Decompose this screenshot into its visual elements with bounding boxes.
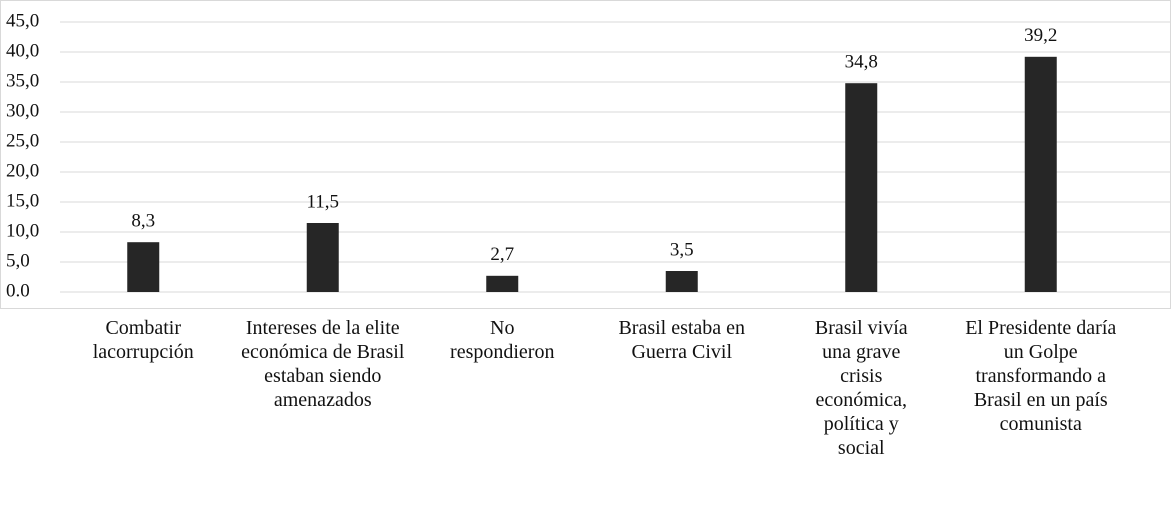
y-tick-label: 25,0: [6, 130, 39, 151]
y-tick-label: 5,0: [6, 250, 30, 271]
y-tick-label: 30,0: [6, 100, 39, 121]
data-label: 3,5: [670, 239, 694, 260]
data-label: 34,8: [845, 52, 878, 73]
y-tick-label: 45,0: [6, 10, 39, 31]
data-label: 2,7: [490, 244, 514, 265]
y-tick-label: 15,0: [6, 190, 39, 211]
y-tick-label: 20,0: [6, 160, 39, 181]
y-tick-label: 10,0: [6, 220, 39, 241]
bar: [306, 223, 339, 292]
chart: 0.0 5,0 10,0 15,0 20,0 25,0 30,0 35,0 40,0 45,0 8,…: [0, 0, 1171, 309]
x-tick-label: El Presidente daría un Golpe transforman…: [965, 317, 1117, 435]
data-label: 11,5: [306, 191, 339, 212]
x-tick-label: Brasil estaba en Guerra Civil: [618, 317, 746, 363]
bar: [1024, 56, 1057, 292]
bar: [127, 242, 160, 292]
y-tick-label: 35,0: [6, 70, 39, 91]
y-tick-label: 40,0: [6, 40, 39, 61]
bar: [665, 271, 698, 292]
x-tick-label: Combatir lacorrupción: [92, 317, 194, 363]
x-tick-label: Brasil vivía una grave crisis económica,…: [814, 317, 908, 459]
data-label: 8,3: [131, 211, 155, 232]
x-tick-label: Intereses de la elite económica de Brasi…: [241, 317, 405, 411]
bar: [845, 83, 878, 292]
data-label: 39,2: [1024, 25, 1057, 46]
x-tick-label: No respondieron: [450, 317, 555, 363]
bar: [486, 275, 519, 292]
y-tick-label: 0.0: [6, 280, 30, 301]
